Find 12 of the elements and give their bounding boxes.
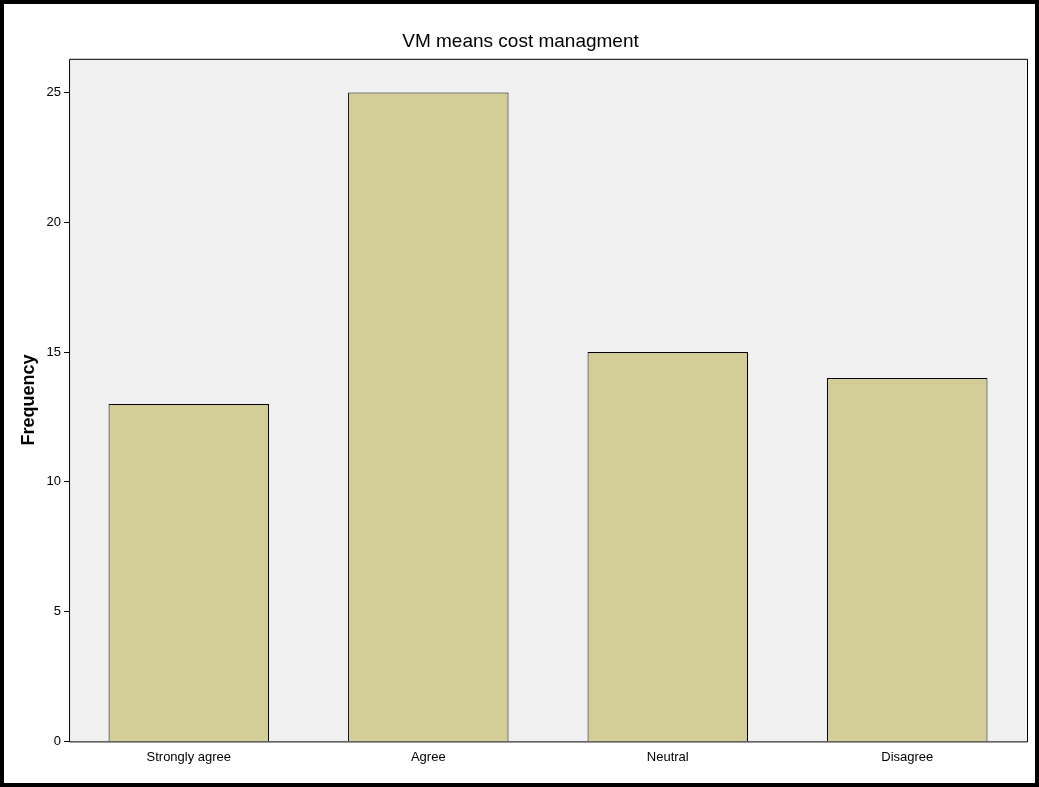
y-axis-title: Frequency xyxy=(17,354,38,446)
x-tick-label: Disagree xyxy=(881,748,934,764)
x-tick-label: Neutral xyxy=(646,748,689,764)
x-tick-label: Agree xyxy=(410,748,446,764)
y-tick-label: 10 xyxy=(46,473,62,489)
y-tick-label: 15 xyxy=(46,343,62,359)
y-tick-label: 0 xyxy=(53,732,62,748)
chart-title: VM means cost managment xyxy=(402,29,640,51)
x-tick-label: Strongly agree xyxy=(146,748,232,764)
y-tick-label: 20 xyxy=(46,213,62,229)
y-tick-label: 25 xyxy=(46,84,62,100)
y-tick-label: 5 xyxy=(53,603,62,619)
